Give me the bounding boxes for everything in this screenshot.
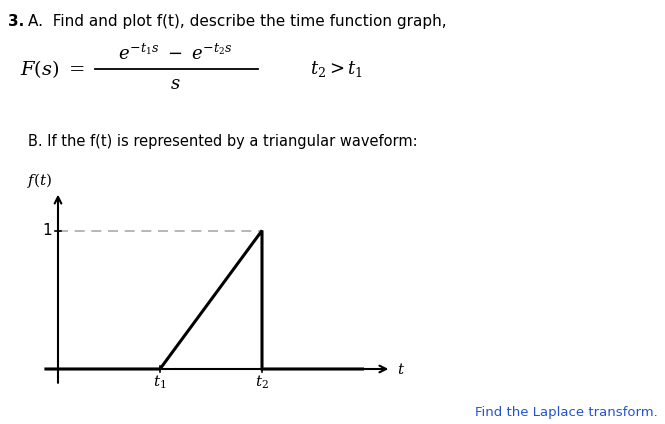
Text: Find the Laplace transform.: Find the Laplace transform. bbox=[475, 406, 658, 419]
Text: A.  Find and plot f(t), describe the time function graph,: A. Find and plot f(t), describe the time… bbox=[28, 14, 447, 29]
Text: $s$: $s$ bbox=[170, 75, 180, 93]
Text: $t_2$: $t_2$ bbox=[255, 374, 269, 391]
Text: $t_1$: $t_1$ bbox=[153, 374, 167, 391]
Text: $f(t)$: $f(t)$ bbox=[27, 171, 52, 190]
Text: $F(s)\ =$: $F(s)\ =$ bbox=[20, 58, 85, 80]
Text: $e^{-t_1 s}\ -\ e^{-t_2 s}$: $e^{-t_1 s}\ -\ e^{-t_2 s}$ bbox=[118, 44, 232, 64]
Text: 1: 1 bbox=[43, 223, 52, 238]
Text: $t_2 > t_1$: $t_2 > t_1$ bbox=[310, 59, 363, 79]
Text: 3.: 3. bbox=[8, 14, 24, 29]
Text: $t$: $t$ bbox=[396, 362, 405, 377]
Text: B. If the f(t) is represented by a triangular waveform:: B. If the f(t) is represented by a trian… bbox=[28, 134, 418, 149]
